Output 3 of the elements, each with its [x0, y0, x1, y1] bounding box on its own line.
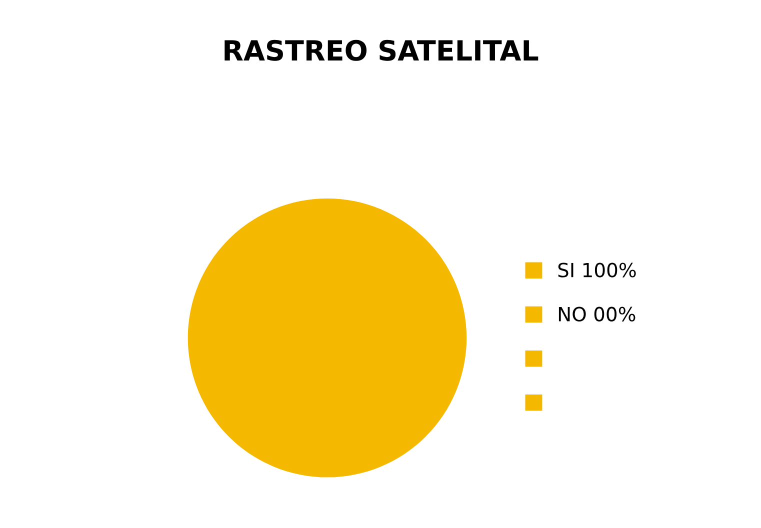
chart-title: RASTREO SATELITAL — [224, 40, 538, 61]
legend-label: NO 00% — [558, 306, 636, 322]
legend-label: SI 100% — [558, 262, 636, 278]
